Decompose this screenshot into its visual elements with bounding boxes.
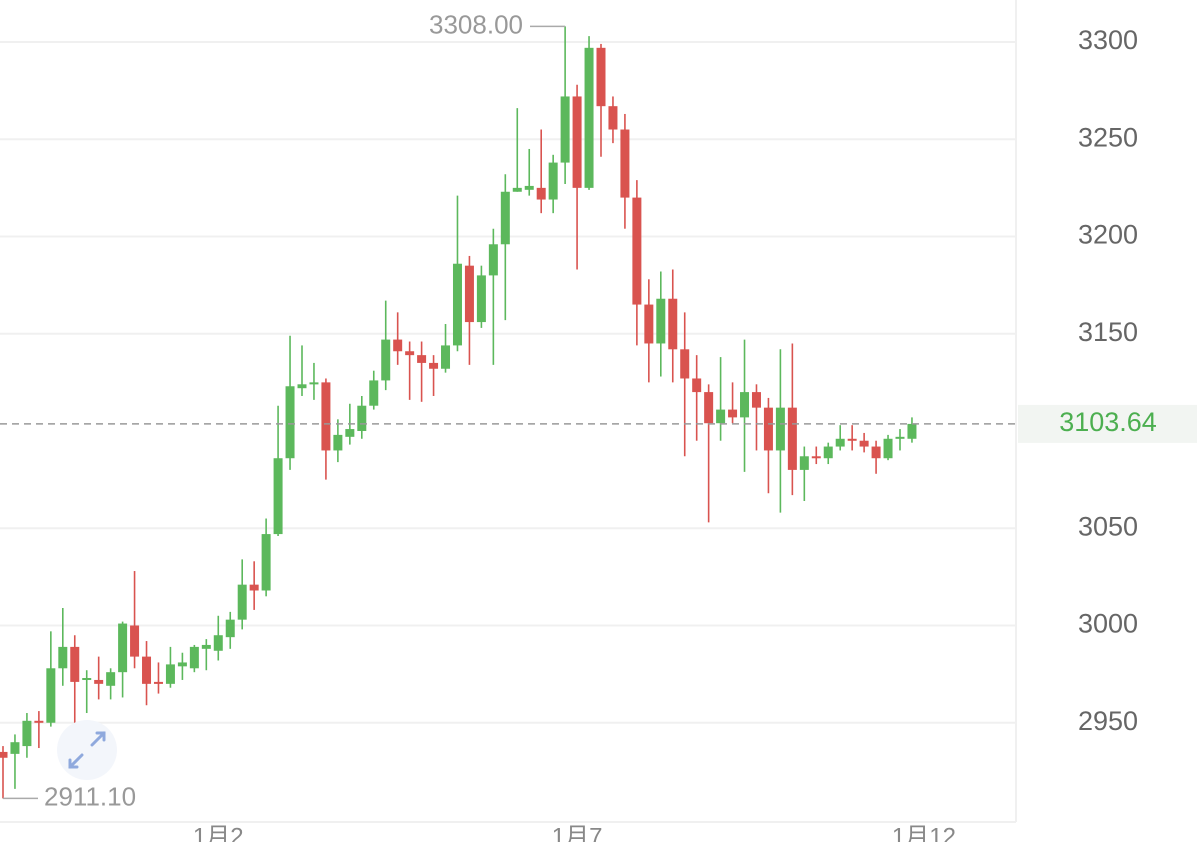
candle-body — [452, 263, 462, 346]
candle-body — [393, 339, 403, 352]
candle-body — [787, 407, 797, 470]
candle-body — [740, 392, 750, 418]
candle-body — [142, 656, 152, 684]
x-tick-label: 1月2 — [193, 823, 244, 842]
candle-body — [500, 191, 510, 245]
candle-body — [321, 382, 331, 451]
candle-body — [560, 96, 570, 163]
candle-body — [261, 534, 271, 591]
y-tick-label: 3300 — [1078, 25, 1138, 55]
candle-body — [165, 664, 175, 684]
candle-body — [273, 458, 283, 535]
candle-body — [536, 187, 546, 200]
candle-body — [608, 106, 618, 130]
candle-body — [692, 378, 702, 393]
x-tick-label: 1月7 — [552, 823, 603, 842]
candle-body — [429, 362, 439, 369]
y-tick-label: 3150 — [1078, 317, 1138, 347]
candle-body — [476, 275, 486, 323]
candle-body — [345, 429, 355, 437]
max-annotation-label: 3308.00 — [429, 9, 523, 39]
candle-body — [799, 456, 809, 470]
candle-body — [297, 384, 307, 389]
candle-body — [118, 623, 128, 673]
candle-body — [704, 392, 714, 424]
last-price-label: 3103.64 — [1059, 407, 1157, 437]
candle-body — [10, 742, 20, 754]
candle-body — [871, 446, 881, 459]
candle-body — [620, 129, 630, 198]
candle-body — [512, 187, 522, 192]
candle-body — [249, 584, 259, 591]
x-tick-label: 1月12 — [892, 823, 956, 842]
candle-body — [46, 668, 56, 723]
candle-body — [177, 662, 187, 667]
candle-body — [716, 409, 726, 424]
candle-body — [417, 355, 427, 363]
expand-bg[interactable] — [57, 720, 117, 780]
candle-body — [0, 751, 8, 758]
candle-body — [22, 720, 32, 747]
candle-body — [907, 423, 917, 439]
candle-body — [405, 351, 415, 356]
candle-body — [34, 720, 44, 723]
candle-body — [883, 438, 893, 459]
candle-body — [70, 646, 80, 682]
candle-body — [548, 162, 558, 200]
candle-body — [823, 446, 833, 459]
candle-body — [225, 619, 235, 638]
candle-body — [751, 392, 761, 408]
candle-body — [82, 678, 92, 681]
y-tick-label: 3000 — [1078, 609, 1138, 639]
candle-body — [835, 438, 845, 447]
candle-body — [213, 635, 223, 651]
candle-body — [441, 345, 451, 369]
candle-body — [189, 646, 199, 669]
candle-body — [728, 409, 738, 418]
candle-body — [464, 265, 474, 323]
candle-body — [94, 679, 104, 684]
candle-body — [596, 47, 606, 107]
candle-body — [775, 407, 785, 451]
candle-body — [309, 382, 319, 385]
candle-body — [656, 298, 666, 344]
candle-body — [285, 386, 295, 459]
candle-body — [572, 96, 582, 188]
candle-body — [524, 185, 534, 190]
candle-body — [763, 407, 773, 451]
candle-body — [357, 405, 367, 431]
expand-icon[interactable] — [68, 731, 106, 769]
candle-body — [58, 646, 68, 669]
candle-body — [668, 298, 678, 350]
candle-body — [488, 244, 498, 276]
y-tick-label: 3050 — [1078, 511, 1138, 541]
candle-body — [895, 436, 905, 439]
candle-body — [381, 339, 391, 381]
candle-body — [201, 644, 211, 649]
y-tick-label: 3250 — [1078, 122, 1138, 152]
y-tick-label: 3200 — [1078, 220, 1138, 250]
candle-body — [333, 434, 343, 451]
candle-body — [153, 681, 163, 684]
candle-body — [369, 380, 379, 406]
candle-body — [859, 440, 869, 447]
candle-body — [106, 672, 116, 686]
candle-body — [632, 197, 642, 305]
candle-body — [130, 625, 140, 657]
candle-body — [644, 304, 654, 344]
candle-body — [847, 438, 857, 441]
candle-body — [237, 584, 247, 620]
candle-body — [811, 456, 821, 459]
candle-body — [680, 349, 690, 379]
min-annotation-label: 2911.10 — [44, 781, 136, 811]
candle-body — [584, 47, 594, 188]
expand-button[interactable] — [57, 720, 117, 780]
last-price-box — [1018, 404, 1197, 443]
y-tick-label: 2950 — [1078, 706, 1138, 736]
